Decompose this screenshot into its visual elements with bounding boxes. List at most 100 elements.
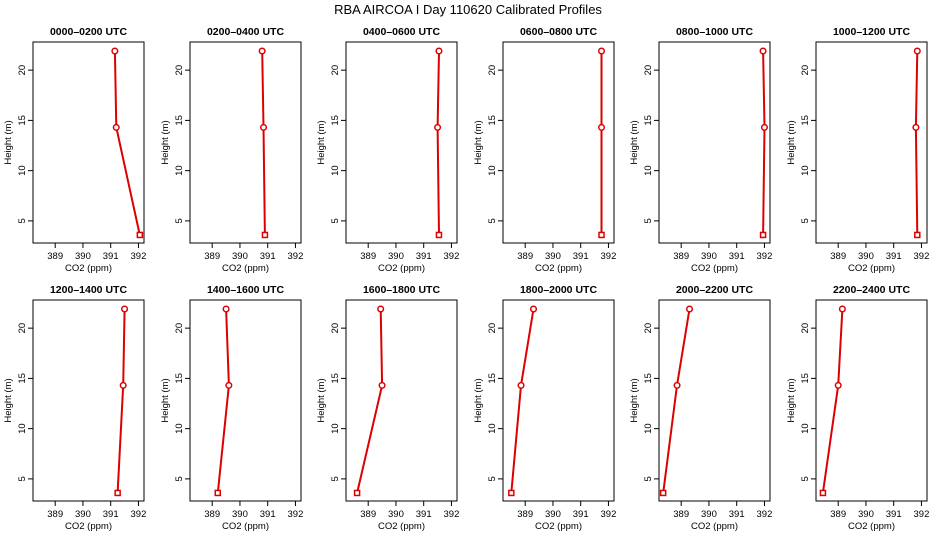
profile-panel: 0600–0800 UTC 389 390 391 392 5 10 15 20 CO2 (ppm… [473,26,616,274]
panel-title: 1800–2000 UTC [520,284,597,296]
data-point [378,381,386,389]
y-tick-label: 10 [174,165,185,176]
x-tick-label: 391 [729,509,745,520]
x-tick-label: 390 [388,509,404,520]
y-tick-label: 15 [330,115,341,126]
plot-frame [32,299,145,502]
panels-grid: 0000–0200 UTC 389 390 391 392 5 10 15 20 CO2 (ppm… [3,26,929,532]
y-axis-label: Height (m) [473,378,484,422]
y-tick-label: 5 [330,476,341,481]
plot-frame [502,41,615,244]
data-point [121,305,129,313]
y-axis-label: Height (m) [3,378,14,422]
y-tick-label: 10 [800,165,811,176]
profile-line [116,308,126,494]
data-point [834,381,842,389]
y-tick-label: 20 [487,323,498,334]
data-point [114,489,121,497]
y-tick-label: 10 [17,423,28,434]
x-tick-label: 390 [545,251,561,262]
x-tick-label: 390 [701,251,717,262]
x-axis-label: CO2 (ppm) [848,521,895,532]
x-tick-label: 389 [204,509,220,520]
y-tick-label: 5 [174,476,185,481]
plot-frame [658,41,771,244]
x-tick-label: 389 [830,251,846,262]
data-point [597,123,606,131]
plot-frame [658,299,771,502]
y-tick-label: 10 [487,423,498,434]
x-tick-label: 391 [103,251,119,262]
y-tick-label: 5 [643,218,654,223]
x-axis-label: CO2 (ppm) [65,521,112,532]
panel-title: 0200–0400 UTC [207,26,284,38]
plot-frame [345,299,458,502]
y-tick-label: 5 [487,476,498,481]
y-tick-label: 20 [643,65,654,76]
y-tick-label: 10 [330,165,341,176]
x-axis-label: CO2 (ppm) [65,263,112,274]
y-tick-label: 10 [174,423,185,434]
x-tick-label: 391 [416,509,432,520]
data-point [112,123,120,131]
panel-title: 1600–1800 UTC [363,284,440,296]
x-axis-label: CO2 (ppm) [222,263,269,274]
x-tick-label: 391 [416,251,432,262]
y-tick-label: 10 [800,423,811,434]
plot-frame [815,41,928,244]
plot-frame [345,41,458,244]
y-tick-label: 5 [800,218,811,223]
x-tick-label: 391 [260,251,276,262]
x-axis-label: CO2 (ppm) [535,521,582,532]
y-axis-label: Height (m) [160,378,171,422]
data-point [912,123,920,131]
data-point [819,489,827,497]
y-tick-label: 20 [487,65,498,76]
x-tick-label: 391 [886,509,902,520]
x-tick-label: 389 [47,251,63,262]
x-tick-label: 391 [573,509,589,520]
x-tick-label: 390 [232,251,248,262]
x-axis-label: CO2 (ppm) [378,263,425,274]
x-tick-label: 391 [886,251,902,262]
data-point [259,123,268,131]
data-point [759,47,767,55]
y-tick-label: 10 [17,165,28,176]
y-tick-label: 5 [174,218,185,223]
panel-title: 0800–1000 UTC [676,26,753,38]
data-point [529,305,538,313]
x-tick-label: 390 [858,251,874,262]
panel-title: 2000–2200 UTC [676,284,753,296]
plot-frame [189,41,302,244]
data-point [913,47,921,55]
x-tick-label: 390 [75,251,91,262]
y-axis-label: Height (m) [786,120,797,164]
x-tick-label: 391 [103,509,119,520]
panel-title: 1200–1400 UTC [50,284,127,296]
y-tick-label: 15 [174,373,185,384]
data-point [214,489,221,497]
y-tick-label: 10 [643,423,654,434]
y-tick-label: 15 [17,373,28,384]
y-tick-label: 5 [487,218,498,223]
figure-title: RBA AIRCOA I Day 110620 Calibrated Profi… [334,2,602,17]
y-tick-label: 15 [17,115,28,126]
panel-title: 0600–0800 UTC [520,26,597,38]
data-point [760,123,769,131]
x-tick-label: 391 [573,251,589,262]
x-tick-label: 391 [260,509,276,520]
y-tick-label: 10 [330,423,341,434]
data-point [673,381,681,389]
data-point [597,47,606,55]
x-tick-label: 392 [444,251,460,262]
data-point [838,305,846,313]
profile-line [510,308,535,494]
x-tick-label: 389 [204,251,220,262]
data-point [377,305,385,313]
profile-panel: 0400–0600 UTC 389 390 391 392 5 10 15 20 CO2 (ppm… [316,26,459,274]
x-tick-label: 392 [757,509,773,520]
data-point [659,489,667,497]
x-tick-label: 389 [673,251,689,262]
data-point [508,489,515,497]
y-tick-label: 15 [643,115,654,126]
